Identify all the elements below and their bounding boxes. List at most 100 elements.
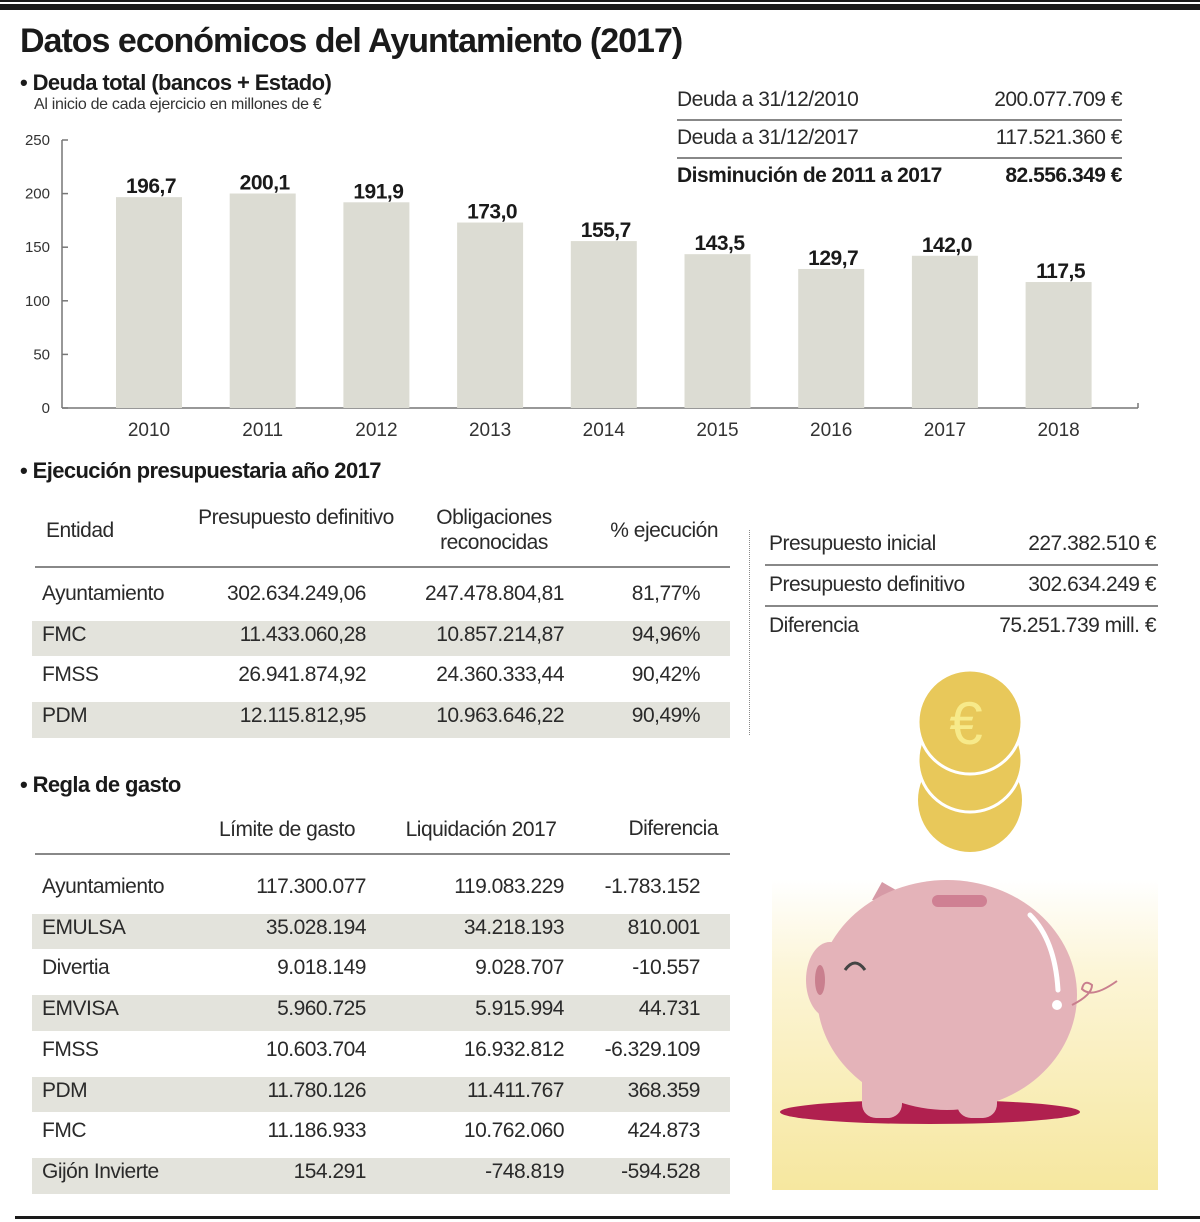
cell-value: 368.359	[627, 1078, 701, 1102]
coins-icon: €	[916, 668, 1024, 852]
cell-value: 94,96%	[631, 622, 701, 646]
divider	[765, 564, 1158, 566]
summary-value: 117.521.360 €	[995, 126, 1123, 149]
column-header: Liquidación 2017	[405, 818, 557, 841]
row-label: FMC	[42, 622, 87, 646]
cell-value: 10.603.704	[265, 1037, 367, 1061]
cell-value: 154.291	[293, 1159, 367, 1183]
summary-label: Deuda a 31/12/2017	[677, 126, 859, 149]
cell-value: 81,77%	[631, 582, 701, 605]
cell-value: 5.915.994	[475, 997, 564, 1021]
bar-2013	[457, 222, 524, 408]
cell-value: 44.731	[638, 997, 701, 1021]
column-header: Límite de gasto	[218, 818, 356, 841]
bar-2016	[798, 268, 865, 408]
cell-value: 35.028.194	[265, 915, 367, 939]
summary-label: Diferencia	[769, 614, 859, 637]
bar-2018	[1025, 282, 1092, 408]
debt-heading: • Deuda total (bancos + Estado)	[20, 70, 332, 95]
y-tick-label: 250	[25, 132, 50, 149]
divider	[677, 119, 1122, 121]
summary-value: 302.634.249 €	[1028, 573, 1156, 596]
budget-heading: • Ejecución presupuestaria año 2017	[20, 458, 381, 483]
cell-value: 10.963.646,22	[436, 704, 564, 728]
cell-value: 26.941.874,92	[238, 663, 366, 687]
data-label: 155,7	[581, 219, 631, 242]
bar-2012	[343, 202, 410, 408]
bar-2017	[911, 255, 978, 408]
debt-bar-chart: 0 50 100 150 200 250 196,7 2010 200,1 2011 191,9 20…	[25, 132, 1139, 441]
row-label: Gijón Invierte	[42, 1159, 159, 1183]
x-tick-label: 2014	[583, 420, 626, 441]
row-label: Divertia	[42, 956, 110, 980]
row-shading	[32, 995, 730, 1031]
cell-value: -748.819	[485, 1159, 564, 1183]
data-label: 117,5	[1036, 260, 1086, 283]
row-label: FMC	[42, 1119, 87, 1143]
divider	[765, 605, 1158, 607]
y-tick-label: 50	[33, 346, 50, 363]
bar-2015	[684, 254, 751, 408]
cell-value: 247.478.804,81	[425, 582, 564, 605]
data-label: 143,5	[694, 232, 745, 255]
data-label: 142,0	[922, 234, 972, 257]
cell-value: 11.411.767	[467, 1078, 565, 1102]
data-label: 200,1	[240, 171, 291, 194]
cell-value: 9.018.149	[277, 956, 366, 980]
cell-value: 11.186.933	[267, 1119, 366, 1143]
cell-value: 90,49%	[631, 704, 701, 728]
cell-value: 119.083.229	[454, 875, 564, 898]
row-label: Ayuntamiento	[42, 582, 165, 605]
data-label: 196,7	[126, 175, 176, 198]
data-label: 129,7	[808, 247, 858, 270]
piggy-bank-icon: €	[780, 668, 1118, 1124]
row-label: PDM	[42, 704, 88, 728]
debt-subtitle: Al inicio de cada ejercicio en millones …	[34, 96, 322, 113]
cell-value: 11.780.126	[267, 1078, 366, 1102]
column-header: Obligaciones reconocidas	[436, 506, 552, 554]
bar-2010	[116, 197, 182, 408]
bottom-rule	[15, 1216, 1200, 1219]
cell-value: 9.028.707	[475, 956, 564, 980]
row-label: FMSS	[42, 1037, 99, 1061]
cell-value: 810.001	[627, 915, 701, 939]
row-shading	[32, 913, 730, 950]
cell-value: -6.329.109	[604, 1037, 701, 1061]
euro-symbol: €	[949, 690, 982, 757]
summary-label: Presupuesto inicial	[769, 532, 936, 555]
row-label: EMVISA	[42, 997, 119, 1021]
x-tick-label: 2010	[128, 420, 170, 441]
data-label: 191,9	[353, 180, 403, 203]
column-header: % ejecución	[610, 519, 718, 542]
cell-value: 302.634.249,06	[227, 582, 366, 605]
row-shading	[32, 702, 730, 738]
page-title: Datos económicos del Ayuntamiento (2017)	[20, 22, 683, 60]
cell-value: 11.433.060,28	[239, 622, 367, 646]
row-label: Ayuntamiento	[42, 875, 165, 898]
column-header: Presupuesto definitivo	[198, 506, 394, 529]
top-thin-rule	[0, 0, 1200, 2]
cell-value: -594.528	[621, 1159, 700, 1183]
x-tick-label: 2013	[469, 420, 511, 441]
row-label: FMSS	[42, 663, 99, 687]
summary-value: 82.556.349 €	[1005, 164, 1122, 187]
row-shading	[32, 1076, 730, 1113]
cell-value: 90,42%	[631, 663, 701, 687]
cell-value: -10.557	[632, 956, 700, 980]
summary-label: Presupuesto definitivo	[769, 573, 965, 596]
cell-value: 5.960.725	[277, 997, 366, 1021]
x-tick-label: 2017	[924, 420, 966, 441]
header-rule	[35, 853, 730, 855]
summary-label: Disminución de 2011 a 2017	[677, 164, 942, 187]
y-tick-label: 200	[25, 186, 50, 203]
cell-value: -1.783.152	[604, 875, 701, 898]
x-tick-label: 2015	[696, 420, 738, 441]
cell-value: 117.300.077	[256, 875, 366, 898]
cell-value: 10.857.214,87	[436, 622, 564, 646]
header-rule	[35, 566, 730, 568]
row-shading	[32, 620, 730, 657]
dotted-divider	[749, 530, 750, 735]
x-tick-label: 2016	[810, 420, 852, 441]
divider	[677, 157, 1122, 159]
bar-2014	[570, 241, 637, 408]
